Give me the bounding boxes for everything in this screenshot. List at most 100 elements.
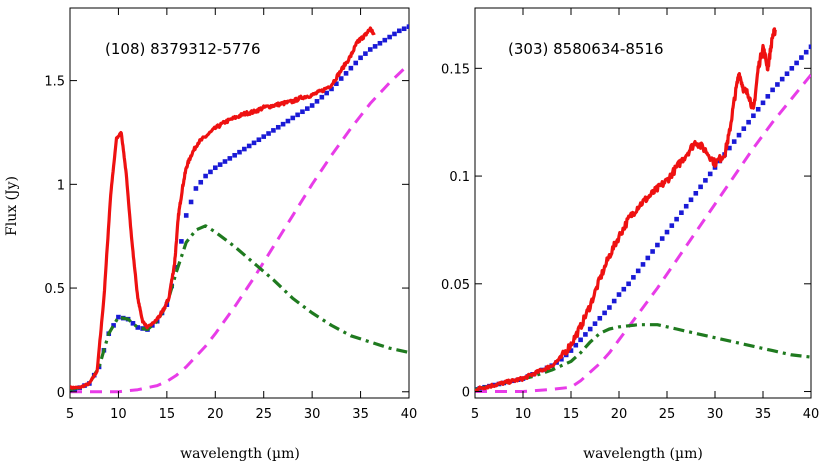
data-point — [640, 262, 646, 267]
data-point — [232, 152, 237, 158]
data-point — [198, 179, 204, 185]
panel-left: 5 10 15 20 25 30 35 40 0 0.5 1 1.5 (108) 8379312-5… — [4, 7, 417, 462]
plot-area-right — [474, 7, 812, 399]
x-tick-label: 15 — [563, 407, 580, 422]
data-point — [770, 87, 775, 93]
data-point — [300, 109, 305, 115]
data-point — [693, 191, 699, 196]
data-point — [246, 143, 252, 149]
data-point — [784, 71, 790, 77]
data-point — [382, 37, 388, 43]
data-point — [367, 47, 373, 52]
data-point — [290, 115, 296, 121]
yticks-right: 0 0.05 0.1 0.15 — [441, 62, 811, 401]
data-point — [348, 65, 354, 71]
data-point — [116, 314, 121, 320]
data-point — [188, 199, 194, 205]
data-point — [363, 51, 368, 56]
data-point — [183, 213, 189, 218]
data-point — [329, 86, 334, 92]
x-tick-label: 40 — [803, 407, 820, 422]
series-dashdot — [475, 323, 811, 391]
data-point — [193, 186, 199, 191]
y-tick-label: 1.5 — [44, 75, 65, 90]
data-point — [760, 100, 766, 106]
data-point — [707, 171, 713, 177]
data-point — [275, 124, 281, 130]
data-point — [573, 342, 579, 348]
data-point — [568, 348, 574, 353]
series-dotted — [475, 44, 811, 392]
data-point — [602, 310, 607, 316]
y-axis-label-left: Flux (Jy) — [4, 176, 20, 236]
data-point — [111, 323, 116, 328]
x-axis-label-right: wavelength (µm) — [583, 446, 703, 462]
data-point — [377, 40, 383, 46]
x-tick-label: 35 — [755, 407, 772, 422]
data-point — [674, 216, 679, 222]
data-point — [237, 149, 242, 155]
data-point — [655, 242, 660, 248]
x-tick-label: 20 — [611, 407, 628, 422]
data-point — [559, 356, 564, 362]
data-point — [319, 94, 325, 100]
data-point — [669, 223, 675, 228]
data-point — [256, 137, 262, 143]
data-point — [324, 90, 329, 96]
x-tick-label: 10 — [110, 407, 127, 422]
data-point — [135, 325, 141, 330]
data-point — [406, 24, 409, 29]
data-point — [217, 162, 223, 167]
data-point — [703, 178, 708, 183]
data-point — [751, 113, 756, 119]
data-point — [212, 165, 218, 171]
y-tick-label: 0.1 — [449, 170, 470, 185]
y-tick-label: 0 — [57, 386, 65, 401]
data-point — [746, 119, 751, 125]
data-point — [583, 332, 588, 337]
data-point — [309, 103, 315, 108]
data-point — [765, 94, 771, 99]
chart-title-right: (303) 8580634-8516 — [508, 40, 664, 58]
data-point — [251, 140, 257, 146]
data-point — [242, 146, 247, 152]
data-point — [799, 55, 804, 60]
y-tick-label: 0.05 — [441, 278, 470, 293]
data-point — [635, 268, 641, 274]
data-point — [203, 173, 208, 179]
data-point — [179, 239, 184, 244]
data-point — [387, 34, 392, 40]
data-point — [688, 197, 694, 203]
data-point — [626, 281, 631, 287]
chart-title-left: (108) 8379312-5776 — [105, 40, 261, 58]
y-tick-label: 0 — [462, 386, 470, 401]
data-point — [679, 210, 684, 215]
data-point — [130, 321, 136, 326]
x-axis-label-left: wavelength (µm) — [180, 446, 300, 462]
data-point — [227, 156, 233, 161]
x-tick-label: 15 — [159, 407, 176, 422]
data-point — [650, 249, 655, 254]
data-point — [616, 292, 622, 297]
data-point — [741, 126, 747, 131]
plot-area-left — [69, 7, 410, 399]
x-tick-label: 20 — [207, 407, 224, 422]
y-tick-label: 0.15 — [441, 62, 470, 77]
data-point — [353, 60, 359, 66]
data-point — [794, 60, 799, 66]
data-point — [727, 145, 732, 151]
data-point — [208, 169, 213, 175]
data-point — [631, 275, 636, 280]
xticks-right: 5 10 15 20 25 30 35 40 — [471, 8, 819, 422]
x-tick-label: 5 — [66, 407, 74, 422]
data-point — [698, 184, 703, 190]
series-group-left — [70, 24, 409, 394]
data-point — [664, 229, 670, 235]
data-point — [755, 106, 761, 112]
data-point — [683, 203, 689, 209]
data-point — [592, 321, 598, 326]
x-tick-label: 30 — [707, 407, 724, 422]
series-solid — [475, 27, 777, 392]
data-point — [397, 28, 402, 34]
